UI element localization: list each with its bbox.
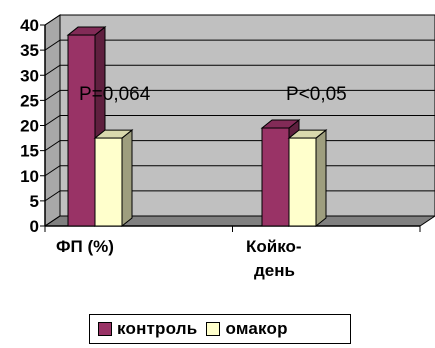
legend-swatch-control bbox=[98, 322, 112, 336]
legend-swatch-omacor bbox=[206, 322, 221, 336]
x-category-label: Койко- bbox=[246, 237, 302, 256]
y-tick-label: 35 bbox=[20, 41, 39, 60]
y-tick-label: 40 bbox=[20, 16, 39, 35]
bar-side-0-1 bbox=[121, 129, 133, 228]
gridline bbox=[44, 64, 435, 76]
y-tick-label: 20 bbox=[20, 117, 39, 136]
bar-1-1 bbox=[288, 137, 317, 227]
gridline bbox=[44, 14, 435, 26]
legend-entry-control: контроль bbox=[98, 319, 197, 339]
y-tick-label: 5 bbox=[30, 192, 39, 211]
bar-0-0 bbox=[67, 34, 96, 227]
y-tick-label: 15 bbox=[20, 142, 39, 161]
y-tick-label: 10 bbox=[20, 167, 39, 186]
y-tick-label: 25 bbox=[20, 91, 39, 110]
bar-side-1-1 bbox=[315, 129, 327, 228]
x-category-label: день bbox=[254, 261, 295, 280]
gridline bbox=[44, 39, 435, 51]
x-category-label: ФП (%) bbox=[56, 237, 114, 256]
p-value-annotation-0: P=0,064 bbox=[79, 84, 151, 105]
gridline bbox=[44, 89, 435, 101]
chart-legend: контроль омакор bbox=[89, 314, 351, 344]
p-value-annotation-1: P<0,05 bbox=[286, 84, 347, 105]
legend-label-control: контроль bbox=[117, 319, 198, 338]
bar-1-0 bbox=[261, 127, 290, 227]
y-tick-label: 0 bbox=[30, 217, 39, 236]
y-tick-label: 30 bbox=[20, 66, 39, 85]
legend-label-omacor: омакор bbox=[225, 319, 288, 338]
gridline bbox=[44, 115, 435, 126]
legend-entry-omacor: омакор bbox=[206, 319, 288, 339]
bar-0-1 bbox=[94, 137, 123, 227]
bar-chart: 0 5 10 15 20 25 30 35 40 P=0,064 P<0,05 ФП (%) Койко… bbox=[20, 14, 435, 280]
